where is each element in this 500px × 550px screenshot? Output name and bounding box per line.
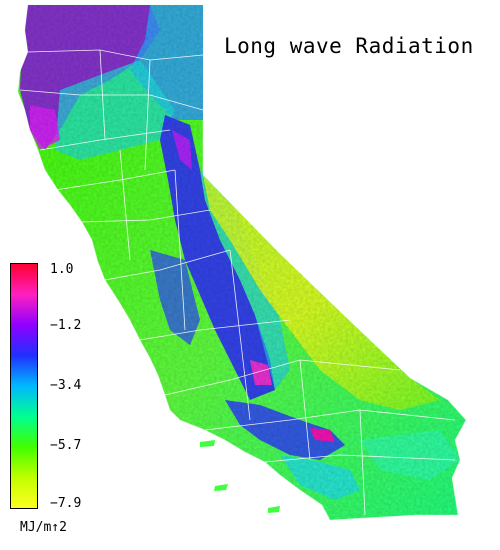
legend-tick-label: −1.2 [50,318,82,333]
map-title: Long wave Radiation [224,34,474,58]
legend-unit-label: MJ/m↑2 [20,520,67,535]
legend-tick-label: −5.7 [50,438,82,453]
county-boundaries [19,49,456,516]
legend-tick-label: −3.4 [50,378,82,393]
legend-tick-label: −7.9 [50,496,82,511]
legend-colorbar [10,263,38,509]
legend-tick-label: 1.0 [50,262,74,277]
